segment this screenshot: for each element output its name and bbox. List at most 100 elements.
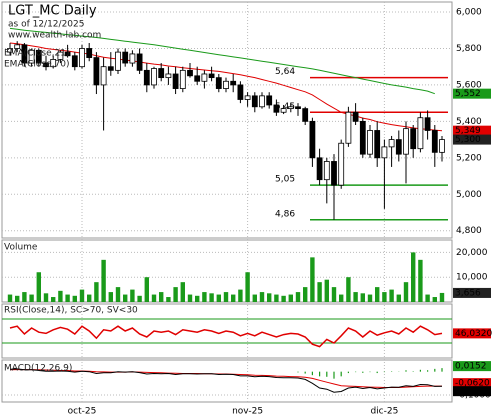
- macd-histogram-bar: [326, 371, 328, 377]
- candle-body: [424, 117, 431, 131]
- last-value-label-box: [453, 125, 491, 136]
- last-close-label-box: [453, 134, 491, 145]
- y-tick-label: 5,800: [456, 44, 482, 54]
- candle-body: [374, 130, 381, 159]
- volume-bar: [310, 257, 315, 302]
- candle-body: [323, 161, 330, 181]
- candle-body: [367, 130, 373, 155]
- candle-body: [388, 139, 395, 148]
- volume-bar: [209, 293, 214, 302]
- volume-bar: [288, 294, 293, 302]
- macd-histogram-bar: [297, 371, 299, 373]
- candle-body: [28, 49, 35, 64]
- panel-title: Volume: [4, 243, 38, 253]
- volume-bar: [267, 293, 272, 302]
- candle-body: [107, 66, 114, 71]
- volume-bar: [375, 287, 380, 302]
- volume-bar: [108, 292, 113, 302]
- macd-histogram-bar: [319, 371, 321, 377]
- volume-last-label-box: [453, 287, 491, 298]
- volume-bar: [274, 294, 279, 302]
- volume-bar: [144, 277, 149, 302]
- candle-body: [86, 48, 93, 58]
- volume-bar: [223, 292, 229, 302]
- candle-body: [35, 49, 42, 64]
- rsi-line: [9, 325, 443, 348]
- candle-body: [115, 51, 121, 71]
- rsi-last-label: 46,0320: [455, 329, 492, 339]
- volume-bar: [123, 294, 128, 302]
- candle-body: [287, 106, 294, 110]
- volume-bar: [245, 272, 250, 302]
- candle-body: [64, 51, 71, 57]
- candle-body: [201, 73, 208, 82]
- volume-bar: [252, 294, 257, 302]
- candle-body: [50, 59, 57, 68]
- macd-histogram-bar: [347, 371, 349, 374]
- candle-body: [345, 111, 352, 144]
- candle-body: [259, 95, 265, 108]
- candle-body: [122, 51, 129, 64]
- last-value-label-box: [453, 88, 491, 99]
- legend-entry: EMA(Close,70): [4, 60, 69, 70]
- volume-bar: [339, 294, 344, 302]
- volume-bar: [29, 294, 34, 302]
- candle-body: [230, 80, 237, 86]
- macd-histogram-bar: [419, 369, 421, 372]
- x-tick-label: oct-25: [68, 407, 97, 417]
- volume-bar: [166, 297, 171, 302]
- volume-bar: [403, 282, 409, 302]
- volume-bar: [195, 295, 200, 302]
- volume-bar: [295, 292, 301, 302]
- candle-body: [251, 95, 258, 108]
- volume-bar: [151, 294, 157, 302]
- volume-bar: [22, 292, 27, 302]
- macd-histogram-bar: [333, 371, 335, 379]
- volume-bar: [36, 272, 41, 302]
- candle-body: [43, 62, 49, 68]
- candle-body: [381, 146, 388, 159]
- candle-body: [223, 80, 229, 89]
- candle-body: [244, 95, 251, 100]
- candle-body: [179, 69, 186, 89]
- candle-body: [21, 44, 28, 64]
- candle-body: [14, 44, 21, 49]
- level-label: 5,05: [275, 175, 295, 185]
- volume-last-label: 3,656: [455, 288, 481, 298]
- candle-body: [338, 142, 345, 186]
- volume-bar: [15, 295, 20, 302]
- level-label: 5,64: [275, 67, 295, 77]
- volume-bar: [51, 297, 56, 302]
- y-tick-label: 5,600: [456, 80, 482, 90]
- volume-bar: [303, 287, 308, 302]
- legend-entry: EMA(Close,21): [4, 49, 69, 59]
- candle-body: [280, 108, 287, 113]
- candle-body: [71, 55, 78, 68]
- volume-bar: [360, 293, 365, 302]
- x-tick-label: nov-25: [232, 407, 263, 417]
- macd-histogram-bar: [441, 368, 443, 372]
- candle-body: [100, 66, 107, 86]
- candle-body: [215, 77, 222, 89]
- candle-body: [266, 95, 273, 106]
- candle-body: [331, 161, 337, 186]
- candle-body: [295, 106, 301, 110]
- volume-bar: [180, 282, 185, 302]
- volume-bar: [130, 289, 135, 302]
- y-tick-label: 20,000: [456, 248, 488, 258]
- candle-body: [431, 130, 438, 153]
- macd-line: [9, 368, 443, 393]
- volume-bar: [324, 279, 329, 302]
- macd-histogram-bar: [362, 371, 364, 373]
- volume-bar: [432, 297, 437, 302]
- volume-bar: [187, 294, 193, 302]
- volume-bar: [65, 294, 70, 302]
- y-tick-label: 5,400: [456, 117, 482, 127]
- panel-frame: [1, 1, 453, 239]
- macd-last-label-box: [453, 386, 491, 397]
- candle-body: [273, 104, 280, 113]
- candle-body: [158, 68, 165, 79]
- candle-body: [7, 48, 13, 53]
